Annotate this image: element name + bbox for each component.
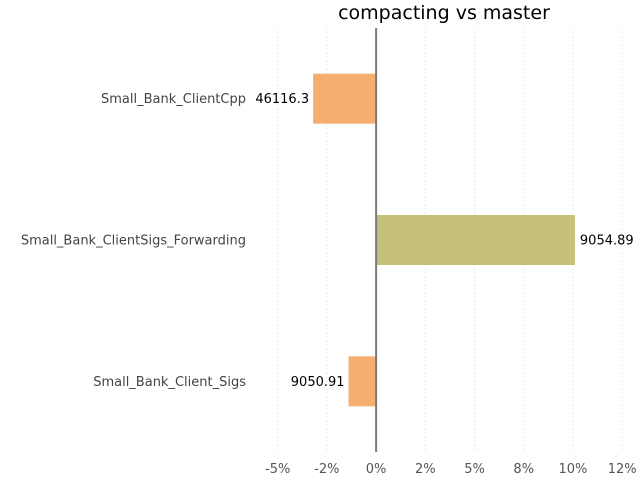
x-tick-label: -2%	[314, 462, 339, 477]
x-tick-label: 2%	[415, 462, 436, 477]
category-label: Small_Bank_ClientSigs_Forwarding	[21, 234, 246, 249]
x-tick-label: 5%	[464, 462, 485, 477]
data-label: 9050.91	[291, 375, 345, 390]
bar	[348, 356, 377, 407]
x-tick-labels: -5% -2% 0% 2% 5% 8% 10% 12%	[265, 462, 637, 477]
data-labels: 46116.3 9054.89 9050.91	[255, 92, 633, 390]
bar	[376, 215, 575, 265]
bar	[313, 73, 377, 124]
data-label: 46116.3	[255, 92, 309, 107]
category-labels: Small_Bank_ClientCpp Small_Bank_ClientSig…	[21, 92, 246, 390]
x-tick-label: 10%	[558, 462, 587, 477]
bars-layer	[313, 73, 575, 407]
data-label: 9054.89	[580, 234, 634, 249]
chart-title: compacting vs master	[338, 2, 550, 24]
x-tick-label: 12%	[608, 462, 637, 477]
x-tick-label: 8%	[513, 462, 534, 477]
x-tick-label: -5%	[265, 462, 290, 477]
category-label: Small_Bank_ClientCpp	[101, 92, 246, 107]
x-tick-label: 0%	[366, 462, 387, 477]
category-label: Small_Bank_Client_Sigs	[93, 375, 246, 390]
